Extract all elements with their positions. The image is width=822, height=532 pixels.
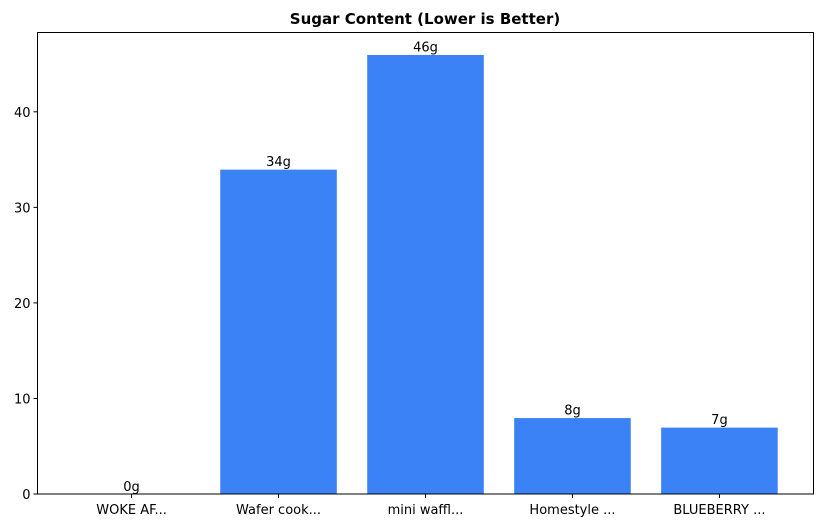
chart-title: Sugar Content (Lower is Better) <box>290 10 560 28</box>
bar-data-label: 34g <box>266 155 291 170</box>
y-tick-label: 40 <box>14 106 31 121</box>
bar-data-label: 8g <box>564 404 581 419</box>
y-tick-label: 0 <box>22 488 30 503</box>
y-tick-label: 20 <box>14 297 31 312</box>
y-tick-label: 30 <box>14 201 31 216</box>
bar-data-label: 46g <box>413 40 438 55</box>
bar <box>366 53 485 495</box>
x-tick-label: Homestyle ... <box>529 503 615 518</box>
bar-data-label: 7g <box>711 413 728 428</box>
x-tick-label: Wafer cook... <box>236 503 321 518</box>
bar <box>513 417 632 495</box>
x-tick-label: BLUEBERRY ... <box>673 503 765 518</box>
bar-data-label: 0g <box>123 480 140 495</box>
plot-frame <box>37 32 814 495</box>
y-tick-label: 10 <box>14 392 31 407</box>
bar <box>660 426 779 495</box>
x-tick-label: WOKE AF... <box>96 503 167 518</box>
x-tick-label: mini waffl... <box>388 503 464 518</box>
bar <box>219 168 338 495</box>
